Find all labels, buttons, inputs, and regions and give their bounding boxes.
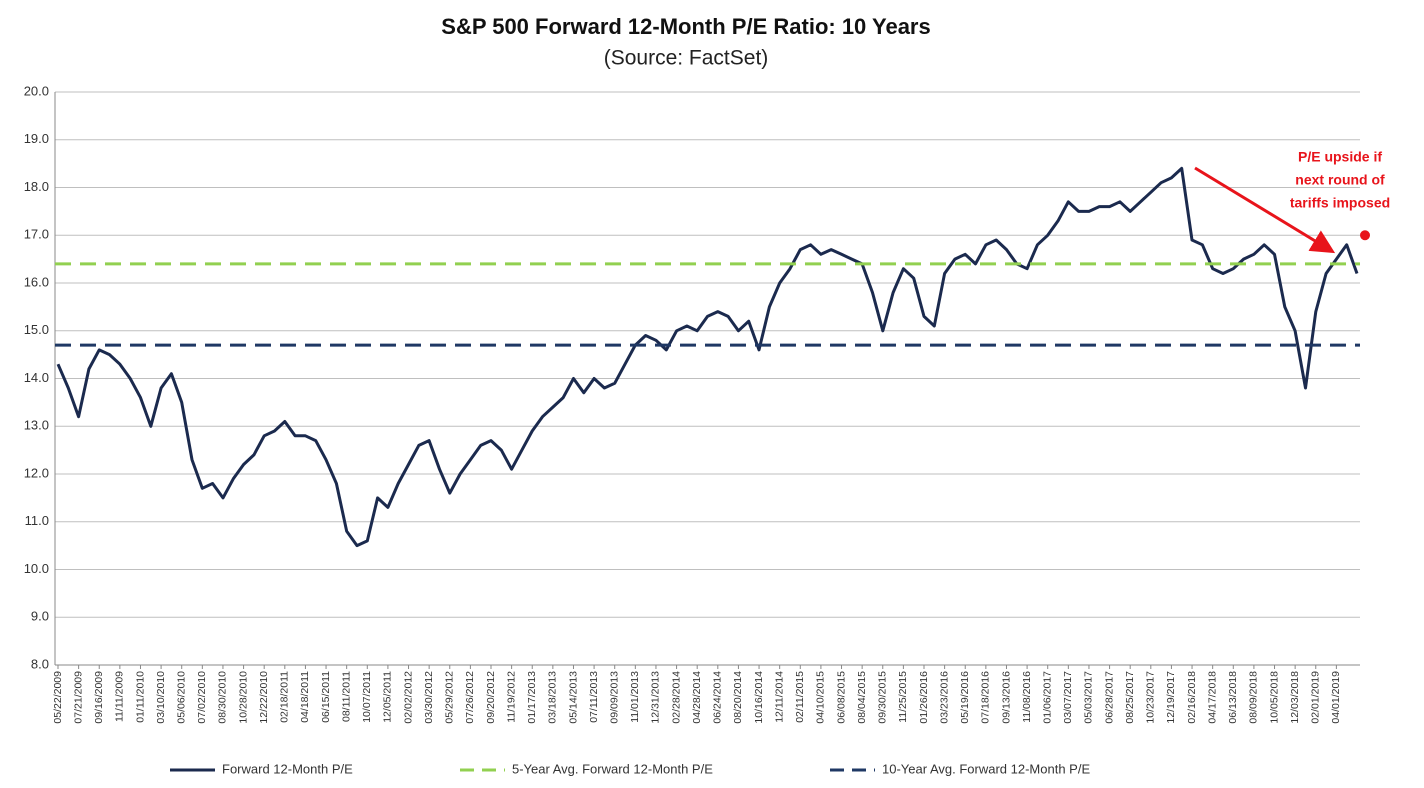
y-tick-label: 20.0 — [24, 83, 49, 98]
x-tick-label: 04/10/2015 — [815, 671, 827, 724]
x-tick-label: 09/13/2016 — [1000, 671, 1012, 724]
x-tick-label: 07/11/2013 — [588, 671, 600, 723]
x-tick-label: 12/31/2013 — [650, 671, 662, 724]
annotation-text: next round of — [1295, 172, 1385, 188]
x-tick-label: 04/28/2014 — [691, 671, 703, 724]
x-tick-label: 07/02/2010 — [196, 671, 208, 724]
x-tick-label: 08/09/2018 — [1248, 671, 1260, 724]
y-tick-label: 14.0 — [24, 370, 49, 385]
x-tick-label: 05/06/2010 — [175, 671, 187, 724]
x-tick-label: 12/05/2011 — [382, 671, 394, 723]
x-tick-label: 08/30/2010 — [217, 671, 229, 724]
x-tick-label: 10/07/2011 — [361, 671, 373, 723]
x-tick-label: 03/18/2013 — [547, 671, 559, 724]
x-tick-label: 06/24/2014 — [712, 671, 724, 724]
x-tick-label: 05/14/2013 — [567, 671, 579, 724]
x-tick-label: 01/06/2017 — [1041, 671, 1053, 724]
x-tick-label: 04/17/2018 — [1206, 671, 1218, 724]
x-tick-label: 10/16/2014 — [753, 671, 765, 724]
x-tick-label: 06/08/2015 — [835, 671, 847, 724]
y-tick-label: 13.0 — [24, 418, 49, 433]
x-tick-label: 05/22/2009 — [52, 671, 64, 724]
x-tick-label: 06/13/2018 — [1227, 671, 1239, 724]
x-tick-label: 02/16/2018 — [1186, 671, 1198, 724]
x-tick-label: 05/03/2017 — [1083, 671, 1095, 724]
chart-subtitle: (Source: FactSet) — [604, 47, 769, 70]
legend-label: 5-Year Avg. Forward 12-Month P/E — [512, 761, 713, 776]
x-tick-label: 12/19/2017 — [1165, 671, 1177, 724]
x-tick-label: 06/28/2017 — [1103, 671, 1115, 724]
y-tick-label: 19.0 — [24, 131, 49, 146]
x-tick-label: 01/26/2016 — [918, 671, 930, 724]
x-tick-label: 09/16/2009 — [93, 671, 105, 724]
x-tick-label: 01/17/2013 — [526, 671, 538, 724]
x-tick-label: 05/19/2016 — [959, 671, 971, 724]
y-tick-label: 11.0 — [25, 513, 49, 528]
x-tick-label: 11/25/2015 — [897, 671, 909, 723]
x-tick-label: 08/20/2014 — [732, 671, 744, 724]
y-tick-label: 16.0 — [24, 274, 49, 289]
x-tick-label: 10/23/2017 — [1145, 671, 1157, 724]
x-tick-label: 07/21/2009 — [72, 671, 84, 724]
x-tick-label: 10/28/2010 — [237, 671, 249, 724]
x-tick-label: 08/04/2015 — [856, 671, 868, 724]
x-tick-label: 02/28/2014 — [670, 671, 682, 724]
x-tick-label: 05/29/2012 — [444, 671, 456, 724]
x-tick-label: 08/25/2017 — [1124, 671, 1136, 724]
annotation-text: tariffs imposed — [1290, 195, 1390, 211]
annotation-text: P/E upside if — [1298, 149, 1382, 165]
x-tick-label: 03/10/2010 — [155, 671, 167, 724]
x-tick-label: 08/11/2011 — [340, 671, 352, 722]
legend-label: 10-Year Avg. Forward 12-Month P/E — [882, 761, 1090, 776]
x-tick-label: 03/30/2012 — [423, 671, 435, 724]
annotation-arrow — [1194, 166, 1336, 254]
y-tick-label: 18.0 — [24, 179, 49, 194]
x-tick-label: 07/18/2016 — [980, 671, 992, 724]
annotation-dot — [1360, 230, 1370, 241]
x-tick-label: 03/07/2017 — [1062, 671, 1074, 724]
x-tick-label: 10/05/2018 — [1268, 671, 1280, 724]
x-tick-label: 11/08/2016 — [1021, 671, 1033, 723]
x-tick-label: 04/01/2019 — [1330, 671, 1342, 724]
x-tick-label: 04/18/2011 — [299, 671, 311, 723]
x-tick-label: 07/26/2012 — [464, 671, 476, 724]
pe-line — [56, 166, 1359, 548]
x-tick-label: 09/09/2013 — [608, 671, 620, 724]
x-tick-label: 12/22/2010 — [258, 671, 270, 724]
y-tick-label: 9.0 — [31, 609, 49, 624]
y-tick-label: 12.0 — [24, 465, 49, 480]
x-tick-label: 02/11/2015 — [794, 671, 806, 723]
x-tick-label: 12/11/2014 — [773, 671, 785, 723]
legend-label: Forward 12-Month P/E — [222, 761, 353, 776]
x-tick-label: 03/23/2016 — [938, 671, 950, 724]
y-tick-label: 8.0 — [31, 656, 49, 671]
chart-title: S&P 500 Forward 12-Month P/E Ratio: 10 Y… — [441, 14, 930, 39]
x-tick-label: 11/01/2013 — [629, 671, 641, 723]
x-tick-label: 06/15/2011 — [320, 671, 332, 723]
y-tick-label: 10.0 — [24, 561, 49, 576]
x-tick-label: 01/11/2010 — [134, 671, 146, 723]
y-tick-label: 15.0 — [24, 322, 49, 337]
y-tick-label: 17.0 — [24, 227, 49, 242]
x-tick-label: 02/18/2011 — [279, 671, 291, 723]
x-tick-label: 12/03/2018 — [1289, 671, 1301, 724]
x-tick-label: 02/01/2019 — [1310, 671, 1322, 724]
x-tick-label: 11/19/2012 — [505, 671, 517, 723]
x-tick-label: 11/11/2009 — [114, 671, 126, 722]
x-tick-label: 09/20/2012 — [485, 671, 497, 724]
x-tick-label: 02/02/2012 — [402, 671, 414, 724]
x-tick-label: 09/30/2015 — [877, 671, 889, 724]
